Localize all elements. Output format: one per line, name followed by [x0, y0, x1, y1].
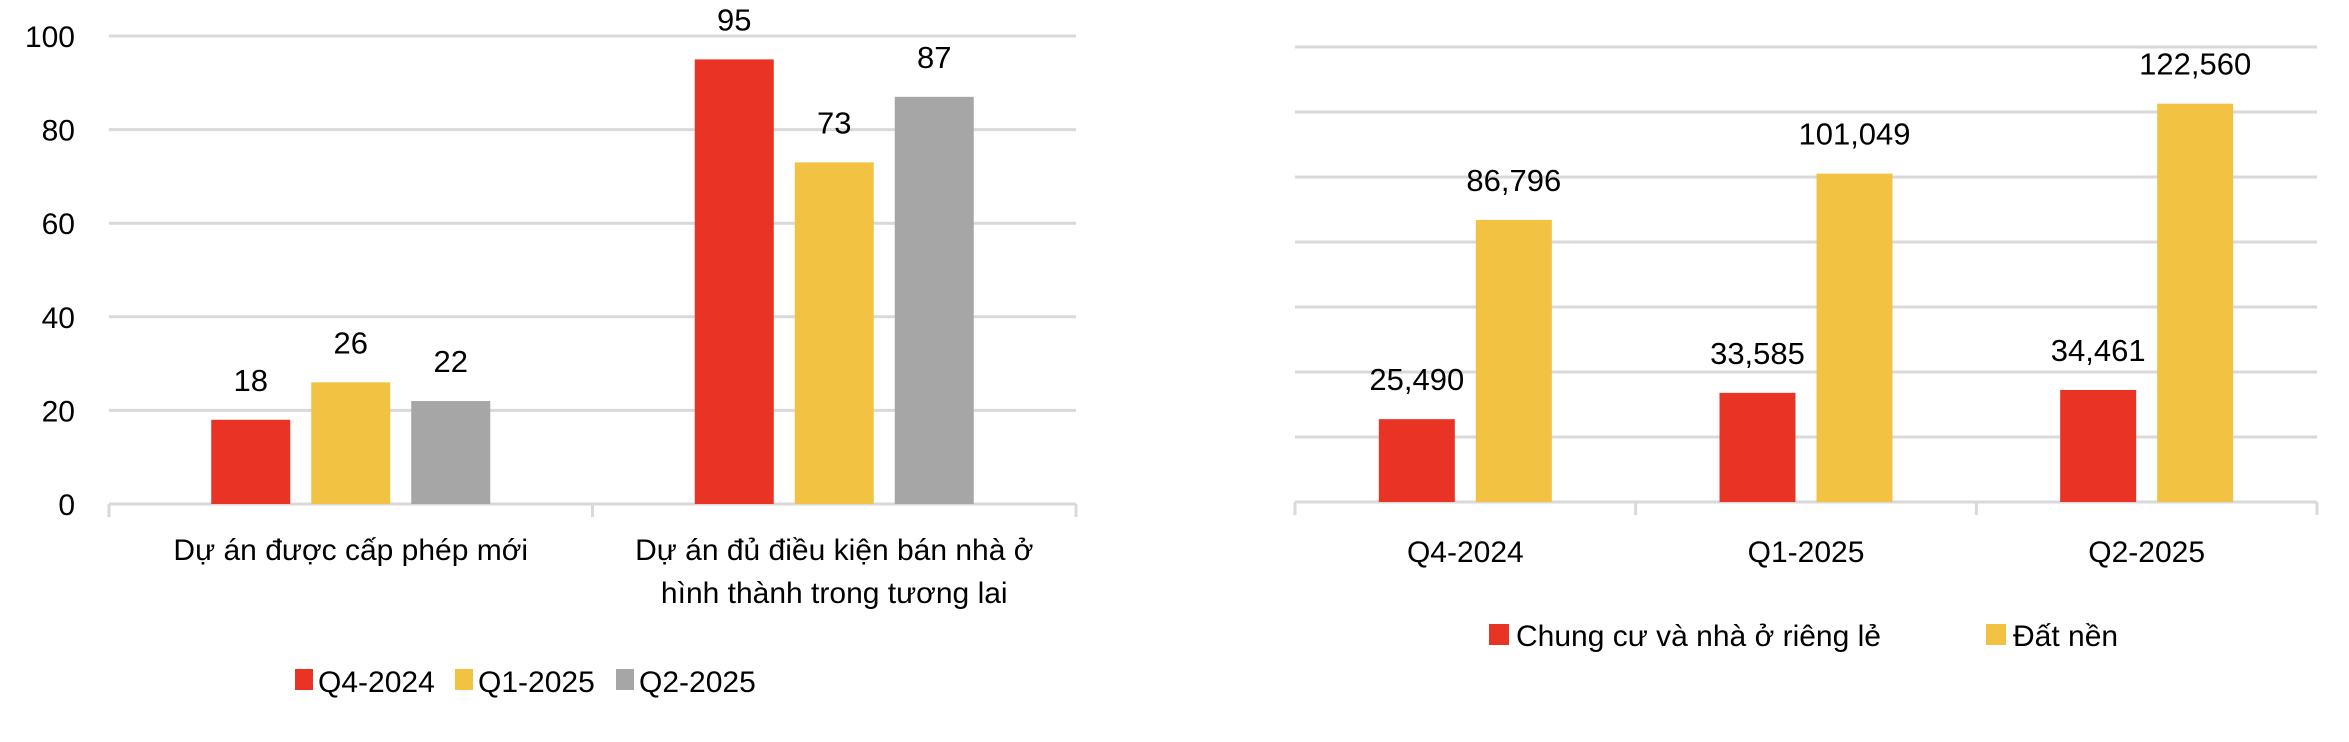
y-tick-label: 20	[42, 395, 75, 428]
legend-label: Q4-2024	[318, 666, 435, 699]
bar	[894, 96, 974, 504]
category-label: Dự án đủ điều kiện bán nhà ở	[635, 534, 1033, 567]
data-label: 18	[234, 363, 268, 398]
bar	[2157, 103, 2234, 503]
bar	[1816, 173, 1893, 502]
bar	[794, 162, 874, 505]
category-label: Q4-2024	[1407, 536, 1524, 569]
chart-projects: 0 20 40 60 80 100 Dự án được cấp phép mới 18 26 2…	[25, 2, 1078, 699]
legend-label: Đất nền	[2013, 620, 2118, 653]
data-label: 25,490	[1369, 362, 1464, 397]
legend-swatch	[455, 669, 473, 690]
data-label: 33,585	[1710, 336, 1805, 371]
legend-swatch	[616, 669, 634, 690]
y-tick-label: 40	[42, 302, 75, 335]
y-tick-label: 0	[58, 489, 75, 522]
data-label: 26	[334, 325, 368, 360]
bar	[311, 382, 391, 504]
chart-units: Q4-2024 25,490 86,796 Q1-2025 33,585 101,049 Q…	[1293, 45, 2319, 653]
legend-label: Q1-2025	[478, 666, 595, 699]
data-label: 101,049	[1798, 117, 1910, 152]
data-label: 122,560	[2139, 47, 2251, 82]
category-label: hình thành trong tương lai	[661, 577, 1008, 610]
y-tick-label: 60	[42, 208, 75, 241]
legend-swatch	[295, 669, 313, 690]
y-tick-label: 100	[25, 21, 75, 54]
legend-label: Q2-2025	[639, 666, 756, 699]
category-label: Dự án được cấp phép mới	[173, 534, 528, 567]
bar	[1378, 419, 1455, 502]
data-label: 22	[434, 344, 468, 379]
bar	[1475, 219, 1552, 502]
data-label: 86,796	[1466, 163, 1561, 198]
category-label: Q1-2025	[1748, 536, 1865, 569]
bar	[211, 419, 291, 504]
data-label: 87	[917, 40, 951, 75]
data-label: 95	[717, 2, 751, 37]
bar	[411, 401, 491, 504]
data-label: 34,461	[2051, 333, 2146, 368]
y-tick-label: 80	[42, 115, 75, 148]
bar	[694, 59, 774, 505]
legend-swatch	[1489, 624, 1509, 645]
legend-swatch	[1986, 624, 2006, 645]
bar	[2060, 390, 2137, 502]
category-label: Q2-2025	[2088, 536, 2205, 569]
data-label: 73	[817, 105, 851, 140]
bar	[1719, 392, 1796, 502]
legend-label: Chung cư và nhà ở riêng lẻ	[1516, 620, 1881, 653]
